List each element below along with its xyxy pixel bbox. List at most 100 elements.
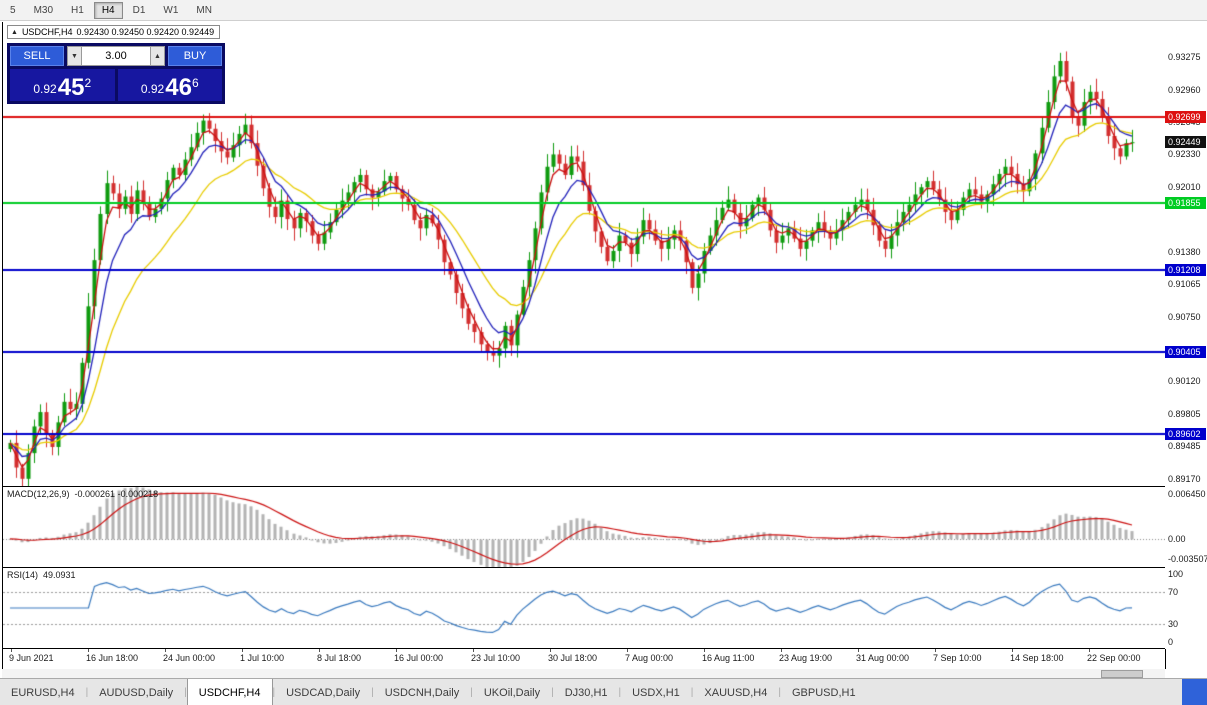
- rsi-axis-tick: 100: [1168, 569, 1184, 579]
- rsi-axis-tick: 70: [1168, 587, 1179, 597]
- chart-tab-audusd-daily[interactable]: AUDUSD,Daily: [99, 686, 174, 699]
- price-axis-tick: 0.91065: [1168, 279, 1201, 290]
- timeframe-button-H4[interactable]: H4: [93, 1, 123, 19]
- timeframe-button-MN[interactable]: MN: [188, 2, 220, 19]
- date-axis-tick: [165, 649, 166, 652]
- price-level-tag: 0.92449: [1165, 136, 1206, 149]
- price-panel: ▲ USDCHF,H4 0.92430 0.92450 0.92420 0.92…: [3, 22, 1165, 487]
- price-axis-tick: 0.92960: [1168, 84, 1201, 95]
- price-axis-tick: 0.92330: [1168, 149, 1201, 160]
- chart-tab-eurusd-h4[interactable]: EURUSD,H4: [11, 686, 75, 699]
- timeframe-button-W1[interactable]: W1: [155, 2, 186, 19]
- timeframe-button-5[interactable]: 5: [2, 2, 24, 19]
- date-axis-tick: [473, 649, 474, 652]
- date-axis[interactable]: 9 Jun 2021 16 Jun 18:00 24 Jun 00:00 1 Jul …: [3, 649, 1165, 669]
- date-axis-label: 7 Sep 10:00: [933, 653, 982, 663]
- date-axis-tick: [935, 649, 936, 652]
- scrollbar-thumb[interactable]: [1101, 670, 1143, 678]
- date-axis-label: 1 Jul 10:00: [240, 653, 285, 663]
- rsi-label: RSI(14) 49.0931: [7, 570, 76, 580]
- macd-axis-tick: -0.003507: [1168, 554, 1207, 564]
- volume-input[interactable]: [82, 46, 150, 66]
- chart-tab-usdcad-daily[interactable]: USDCAD,Daily: [286, 686, 361, 699]
- chart-area: ▲ USDCHF,H4 0.92430 0.92450 0.92420 0.92…: [2, 22, 1166, 669]
- chart-tab-usdcnh-daily[interactable]: USDCNH,Daily: [384, 686, 460, 699]
- date-axis-tick: [396, 649, 397, 652]
- date-axis-tick: [781, 649, 782, 652]
- tab-separator: |: [778, 687, 781, 698]
- chart-tab-xauusd-h4[interactable]: XAUUSD,H4: [704, 686, 768, 699]
- timeframe-button-D1[interactable]: D1: [125, 2, 154, 19]
- sell-button[interactable]: SELL: [10, 46, 64, 66]
- horizontal-scrollbar[interactable]: [2, 669, 1165, 678]
- chart-tab-usdchf-h4[interactable]: USDCHF,H4: [186, 679, 273, 705]
- chart-tab-ukoil-daily[interactable]: UKOil,Daily: [483, 686, 541, 699]
- macd-axis-tick: 0.006450: [1168, 489, 1206, 499]
- price-level-tag: 0.92699: [1165, 110, 1206, 123]
- tab-separator: |: [618, 687, 622, 698]
- chart-tab-usdx-h1[interactable]: USDX,H1: [632, 686, 680, 699]
- tab-separator: |: [690, 687, 694, 698]
- sell-price-pip: 2: [84, 76, 92, 90]
- window-corner-accent: [1182, 679, 1207, 705]
- tab-separator: |: [470, 687, 473, 698]
- date-axis-label: 24 Jun 00:00: [163, 653, 216, 663]
- buy-price-pip: 6: [191, 76, 199, 90]
- price-axis-tick: 0.89485: [1168, 441, 1201, 452]
- date-axis-tick: [704, 649, 705, 652]
- date-axis-tick: [627, 649, 628, 652]
- one-click-expand-icon[interactable]: ▲: [11, 28, 18, 36]
- chart-ohlc-values: 0.92430 0.92450 0.92420 0.92449: [76, 27, 215, 37]
- date-axis-tick: [1089, 649, 1090, 652]
- volume-decrease-button[interactable]: ▼: [67, 46, 82, 66]
- date-axis-label: 23 Aug 19:00: [779, 653, 833, 663]
- tab-separator: |: [272, 687, 276, 698]
- rsi-axis-tick: 0: [1168, 637, 1174, 647]
- price-axis[interactable]: 0.932750.929600.926450.923300.920100.913…: [1165, 22, 1207, 649]
- chart-symbol-label: USDCHF,H4: [21, 27, 73, 37]
- volume-increase-button[interactable]: ▲: [150, 46, 165, 66]
- tab-separator: |: [371, 687, 374, 698]
- price-axis-tick: 0.90120: [1168, 376, 1201, 387]
- date-axis-label: 7 Aug 00:00: [625, 653, 674, 663]
- price-axis-tick: 0.89170: [1168, 473, 1201, 484]
- date-axis-label: 16 Aug 11:00: [702, 653, 755, 663]
- price-axis-tick: 0.93275: [1168, 52, 1201, 63]
- sell-price-prefix: 0.92: [33, 82, 57, 96]
- macd-label: MACD(12,26,9) -0.000261 -0.000218: [7, 489, 158, 499]
- rsi-value: 49.0931: [43, 570, 76, 580]
- tab-separator: |: [551, 687, 554, 698]
- chart-tab-bar: EURUSD,H4 | AUDUSD,Daily | USDCHF,H4 | USDCAD,…: [0, 678, 1207, 705]
- buy-button[interactable]: BUY: [168, 46, 222, 66]
- macd-canvas[interactable]: [3, 487, 1165, 567]
- timeframe-toolbar: 5 M30 H1 H4 D1 W1 MN: [0, 0, 1207, 21]
- price-axis-tick: 0.92010: [1168, 182, 1201, 193]
- sell-price-display[interactable]: 0.92 45 2: [10, 69, 115, 101]
- price-level-tag: 0.90405: [1165, 346, 1206, 359]
- timeframe-button-H1[interactable]: H1: [63, 2, 92, 19]
- timeframe-button-M30[interactable]: M30: [26, 2, 61, 19]
- date-axis-label: 8 Jul 18:00: [317, 653, 362, 663]
- price-axis-tick: 0.89805: [1168, 408, 1201, 419]
- date-axis-tick: [88, 649, 89, 652]
- price-axis-tick: 0.91380: [1168, 246, 1201, 257]
- date-axis-label: 9 Jun 2021: [9, 653, 54, 663]
- chart-tab-gbpusd-h1[interactable]: GBPUSD,H1: [791, 686, 856, 699]
- rsi-canvas[interactable]: [3, 568, 1165, 648]
- chart-tab-dj30-h1[interactable]: DJ30,H1: [564, 686, 608, 699]
- date-axis-label: 16 Jul 00:00: [394, 653, 444, 663]
- price-level-tag: 0.89602: [1165, 428, 1206, 441]
- date-axis-tick: [242, 649, 243, 652]
- macd-axis-tick: 0.00: [1168, 533, 1186, 544]
- buy-price-big: 46: [165, 74, 192, 101]
- buy-price-display[interactable]: 0.92 46 6: [117, 69, 222, 101]
- macd-values: -0.000261 -0.000218: [74, 489, 159, 499]
- date-axis-tick: [550, 649, 551, 652]
- tab-separator: |: [85, 687, 89, 698]
- price-level-tag: 0.91208: [1165, 263, 1206, 276]
- date-axis-label: 31 Aug 00:00: [856, 653, 910, 663]
- rsi-panel: RSI(14) 49.0931: [3, 568, 1165, 649]
- date-axis-label: 14 Sep 18:00: [1010, 653, 1064, 663]
